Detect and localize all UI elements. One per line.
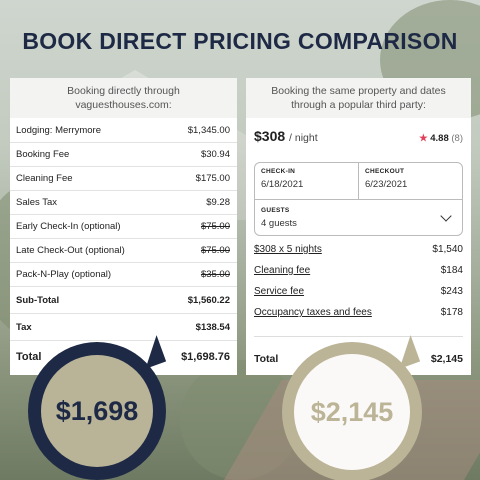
third-party-header: Booking the same property and dates thro… <box>246 78 471 118</box>
nightly-price: $308 <box>254 128 286 144</box>
third-party-total: Total $2,145 <box>254 336 463 365</box>
line-item: Lodging: Merrymore $1,345.00 <box>10 119 237 143</box>
nightly-price-line: $308 / night ★ 4.88 (8) <box>246 118 471 158</box>
fee-row: Occupancy taxes and fees $178 <box>254 307 463 318</box>
page-title: BOOK DIRECT PRICING COMPARISON <box>22 28 458 54</box>
subtotal-row: Sub-Total $1,560.22 <box>10 287 237 314</box>
line-item-optional: Pack-N-Play (optional) $35.00 <box>10 263 237 287</box>
checkin-field[interactable]: CHECK-IN 6/18/2021 <box>261 168 304 190</box>
line-item: Booking Fee $30.94 <box>10 143 237 167</box>
chevron-down-icon <box>440 210 452 222</box>
total-row: Total $1,698.76 <box>16 351 230 363</box>
per-night-label: / night <box>289 132 318 144</box>
rating: ★ 4.88 (8) <box>419 133 463 144</box>
guests-select[interactable]: GUESTS 4 guests <box>255 200 462 236</box>
direct-price-bubble: $1,698 <box>28 342 166 480</box>
direct-booking-header: Booking directly through vaguesthouses.c… <box>10 78 237 118</box>
line-item-optional: Early Check-In (optional) $75.00 <box>10 215 237 239</box>
fee-row: Cleaning fee $184 <box>254 265 463 276</box>
line-item-optional: Late Check-Out (optional) $75.00 <box>10 239 237 263</box>
third-party-price-bubble: $2,145 <box>282 342 422 480</box>
direct-booking-panel: Booking directly through vaguesthouses.c… <box>10 78 237 375</box>
tax-row: Tax $138.54 <box>10 314 237 341</box>
booking-box: CHECK-IN 6/18/2021 CHECKOUT 6/23/2021 GU… <box>254 162 463 236</box>
fee-row: $308 x 5 nights $1,540 <box>254 244 463 255</box>
line-item: Cleaning Fee $175.00 <box>10 167 237 191</box>
third-party-panel: Booking the same property and dates thro… <box>246 78 471 375</box>
line-item: Sales Tax $9.28 <box>10 191 237 215</box>
checkout-field[interactable]: CHECKOUT 6/23/2021 <box>358 163 462 199</box>
star-icon: ★ <box>419 133 428 144</box>
fee-row: Service fee $243 <box>254 286 463 297</box>
